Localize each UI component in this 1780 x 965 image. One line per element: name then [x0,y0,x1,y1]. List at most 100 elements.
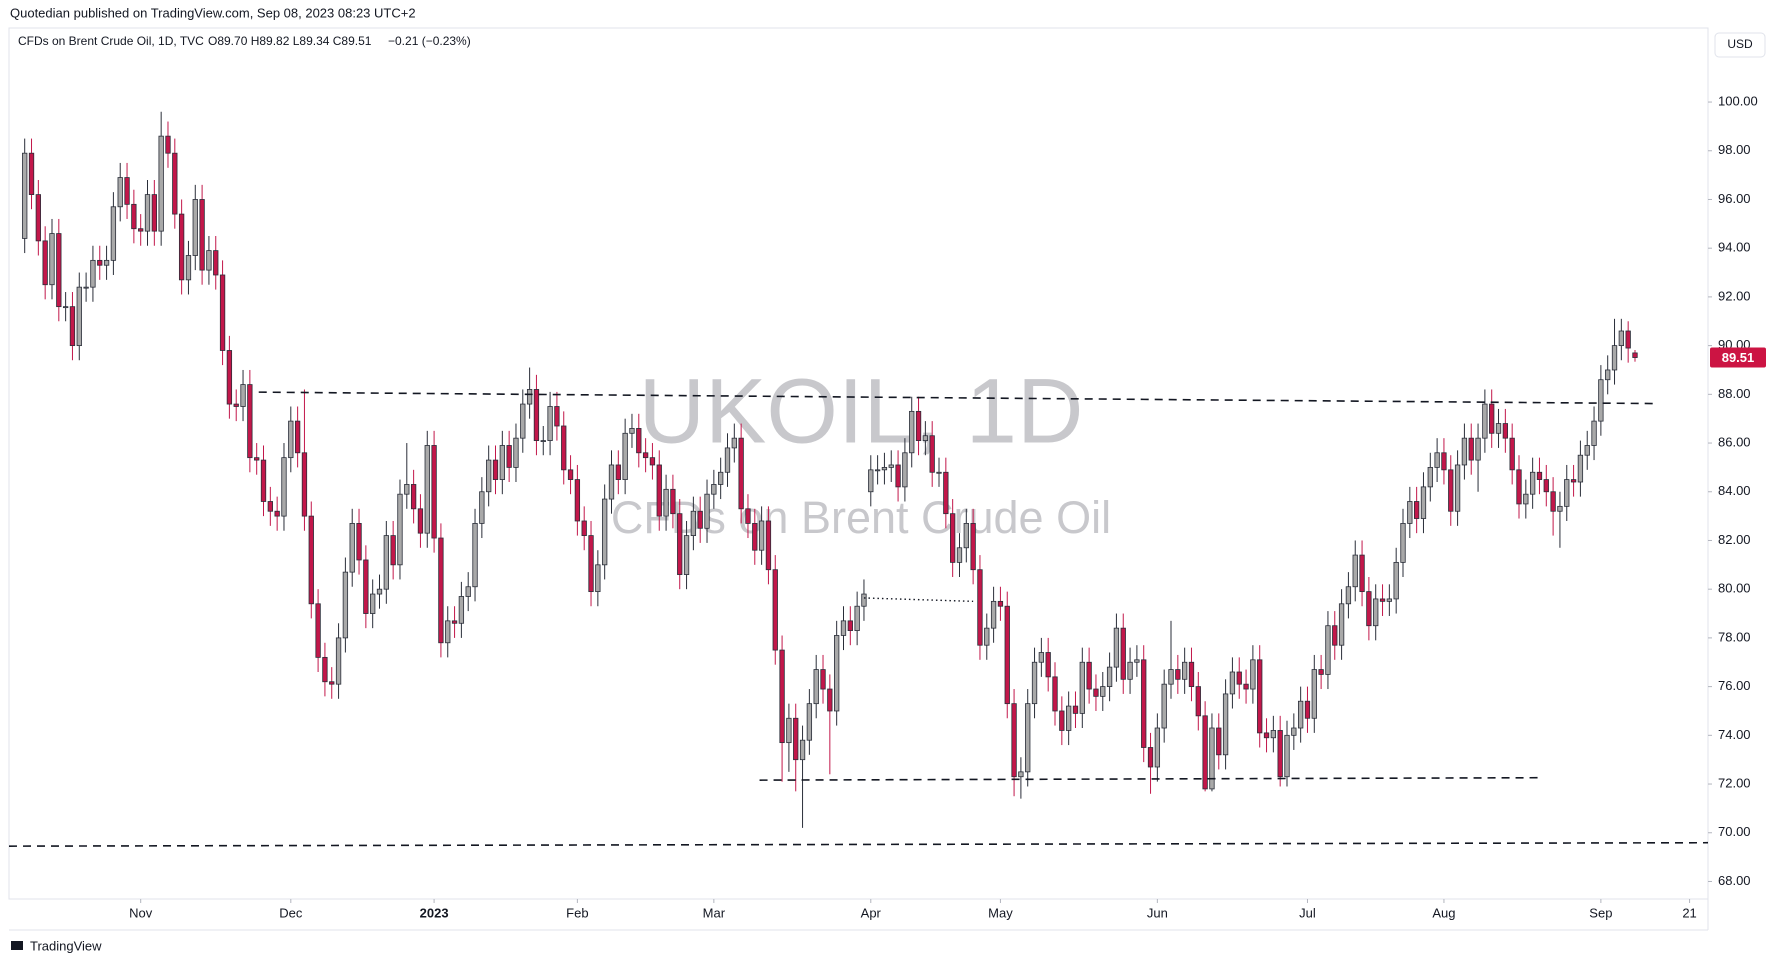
candle-body [956,547,963,563]
candle-body [1495,423,1502,434]
candle-body [1141,659,1147,748]
candle-body [288,420,294,459]
candle-body [1441,452,1447,471]
candle-body [370,593,376,614]
candle-body [868,469,874,493]
candle-body [677,513,683,575]
watermark: UKOIL, 1D [639,360,1084,462]
candle-body [772,569,778,651]
candle-body [165,135,171,154]
candle-body [308,515,314,605]
x-tick-label: 2023 [420,905,449,920]
candle-body [902,452,908,488]
candle-body [724,447,731,473]
candle-body [1461,437,1468,466]
candle-body [1454,464,1461,512]
candle-body [1113,627,1120,668]
candle-body [513,437,519,468]
candle-body [711,484,717,495]
candle-body [854,605,860,631]
candle-body [274,510,280,517]
candle-body [970,523,976,571]
x-tick-label: 21 [1682,905,1696,920]
candle-body [1475,437,1481,461]
candle-body [615,464,621,480]
y-tick-label: 86.00 [1718,434,1751,449]
candle-body [424,445,430,534]
candle-body [608,464,615,500]
publisher-line: Quotedian published on TradingView.com, … [10,5,416,20]
candle-body [1257,659,1263,734]
candle-body [479,491,485,524]
candle-body [28,152,35,196]
candle-body [554,406,560,427]
candle-body [1618,330,1624,347]
candle-body [240,384,246,407]
candle-body [445,620,451,644]
candle-body [1052,676,1058,712]
candle-body [233,403,239,407]
candle-body [731,437,737,449]
candle-body [990,600,997,629]
candle-body [874,469,881,472]
candle-body [1100,686,1106,697]
candle-body [1570,479,1577,483]
candle-body [915,410,922,442]
candle-body [1359,554,1365,593]
candle-body [1188,661,1195,688]
candle-body [629,428,635,434]
candle-body [977,569,983,646]
candle-body [97,259,103,266]
candle-body [178,213,185,281]
candle-body [342,571,349,639]
candle-body [1427,466,1433,488]
candle-body [1277,730,1283,778]
candle-body [847,620,853,631]
currency: USD [1727,37,1753,51]
candle-body [56,233,62,308]
candle-body [636,428,642,454]
candle-body [1598,379,1604,422]
candle-body [83,286,89,289]
candle-body [581,520,587,536]
candle-body [363,559,369,614]
candle-body [649,457,656,466]
candle-body [1038,652,1045,663]
candle-body [281,457,287,517]
candle-body [1557,505,1563,512]
candle-body [588,535,594,593]
candle-body [1222,693,1229,756]
symbol-info: CFDs on Brent Crude Oil, 1D, TVC [18,34,204,48]
candle-body [356,523,362,561]
candle-body [185,255,192,281]
candle-body [1127,661,1133,680]
candle-body [1250,659,1256,690]
candle-body [663,488,669,517]
candle-body [718,471,724,485]
candle-body [138,228,144,232]
candle-body [813,669,819,705]
candle-body [131,203,137,230]
candle-body [656,464,662,517]
candle-body [806,703,813,741]
candle-body [35,194,41,242]
candle-body [76,286,82,347]
candle-body [1564,479,1570,507]
candle-body [1216,727,1222,756]
candle-body [758,520,765,551]
candle-body [704,493,710,529]
x-tick-label: May [988,905,1013,920]
candle-body [1168,669,1174,685]
candle-body [376,588,383,595]
candle-body [1509,437,1515,471]
candle-body [1011,703,1017,778]
candle-body [329,681,335,685]
currency-button[interactable] [1714,32,1766,58]
candle-body [943,471,949,515]
candle-body [840,620,847,636]
candle-body [1134,659,1140,663]
candle-body [315,603,321,658]
candle-body [1373,598,1379,627]
